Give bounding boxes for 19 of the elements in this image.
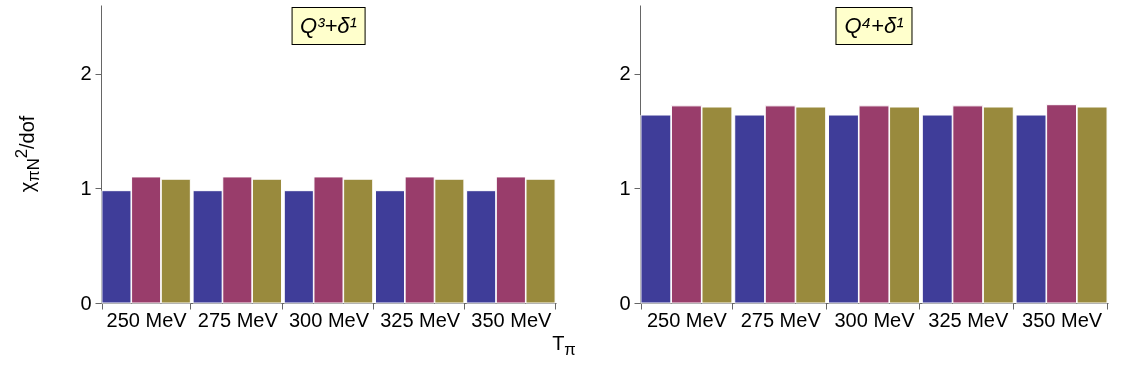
x-tick-label: 350 MeV <box>471 308 553 331</box>
x-tick-label: 275 MeV <box>197 308 279 331</box>
y-tick-label: 0 <box>80 291 92 314</box>
y-tick-label: 1 <box>80 176 92 199</box>
x-tick-label: 300 MeV <box>834 308 916 331</box>
y-tick-label: 2 <box>80 62 92 85</box>
x-tick-label: 325 MeV <box>928 308 1009 331</box>
y-tick-label: 0 <box>619 291 631 314</box>
x-tick-label: 250 MeV <box>646 308 728 331</box>
chart-title: Q⁴+δ¹ <box>835 7 913 45</box>
x-tick-label: 250 MeV <box>106 308 188 331</box>
y-tick-label: 1 <box>619 176 631 199</box>
chart-title: Q³+δ¹ <box>291 7 366 45</box>
x-axis-title: T$_{π}$ <box>552 332 576 360</box>
y-tick-label: 2 <box>619 62 631 85</box>
x-tick-label: 325 MeV <box>380 308 461 331</box>
x-tick-label: 350 MeV <box>1022 308 1103 331</box>
x-tick-label: 275 MeV <box>740 308 822 331</box>
x-tick-label: 300 MeV <box>288 308 370 331</box>
